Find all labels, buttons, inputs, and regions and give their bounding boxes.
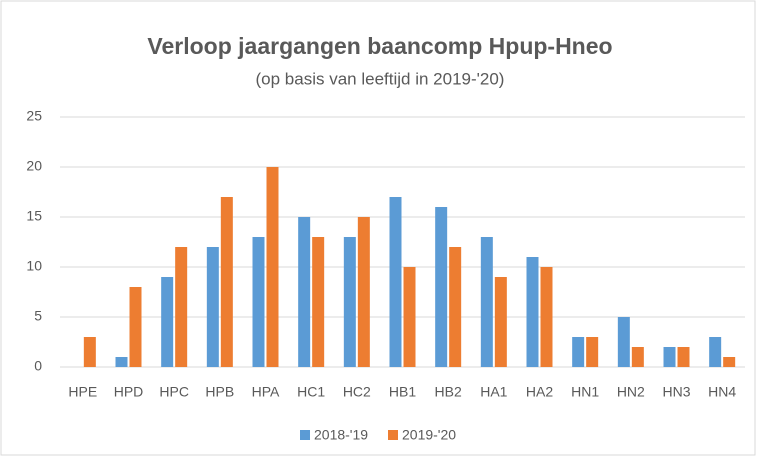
bar <box>677 347 690 367</box>
x-tick-label: HPB <box>205 384 234 400</box>
bar <box>631 347 644 367</box>
y-tick-label: 25 <box>26 108 42 124</box>
bar <box>129 287 142 367</box>
y-tick-label: 10 <box>26 258 42 274</box>
legend-label: 2019-'20 <box>402 427 456 443</box>
x-tick-label: HB2 <box>435 384 462 400</box>
bar <box>389 197 402 367</box>
x-tick-label: HPA <box>252 384 280 400</box>
x-tick-label: HA2 <box>526 384 553 400</box>
x-tick-label: HC1 <box>297 384 325 400</box>
bar <box>83 337 96 367</box>
bar <box>494 277 507 367</box>
x-tick-label: HN3 <box>662 384 690 400</box>
bar <box>343 237 356 367</box>
bar <box>266 167 279 367</box>
bar <box>298 217 311 367</box>
bar <box>252 237 265 367</box>
legend-swatch <box>388 430 398 440</box>
y-tick-label: 0 <box>34 358 42 374</box>
bar <box>161 277 174 367</box>
x-tick-label: HN2 <box>617 384 645 400</box>
bar <box>663 347 676 367</box>
x-tick-label: HN4 <box>708 384 736 400</box>
x-tick-label: HN1 <box>571 384 599 400</box>
bar <box>312 237 325 367</box>
bar <box>572 337 585 367</box>
bar <box>357 217 370 367</box>
x-tick-label: HA1 <box>480 384 507 400</box>
legend-label: 2018-'19 <box>314 427 368 443</box>
bar <box>220 197 233 367</box>
bar <box>175 247 188 367</box>
bar <box>709 337 722 367</box>
bar <box>617 317 630 367</box>
x-tick-label: HC2 <box>343 384 371 400</box>
y-tick-label: 15 <box>26 208 42 224</box>
x-tick-label: HB1 <box>389 384 416 400</box>
bar <box>723 357 736 367</box>
y-tick-label: 20 <box>26 158 42 174</box>
x-tick-label: HPD <box>114 384 144 400</box>
x-tick-label: HPE <box>68 384 97 400</box>
chart-title: Verloop jaargangen baancomp Hpup-Hneo <box>147 33 612 59</box>
bar <box>115 357 128 367</box>
bar <box>540 267 553 367</box>
chart-subtitle: (op basis van leeftijd in 2019-'20) <box>256 69 505 88</box>
bar <box>403 267 416 367</box>
y-tick-label: 5 <box>34 308 42 324</box>
bar <box>206 247 219 367</box>
x-tick-label: HPC <box>159 384 189 400</box>
bar <box>480 237 493 367</box>
bar <box>586 337 599 367</box>
legend-swatch <box>300 430 310 440</box>
bar <box>526 257 539 367</box>
bar <box>435 207 448 367</box>
bar <box>449 247 462 367</box>
